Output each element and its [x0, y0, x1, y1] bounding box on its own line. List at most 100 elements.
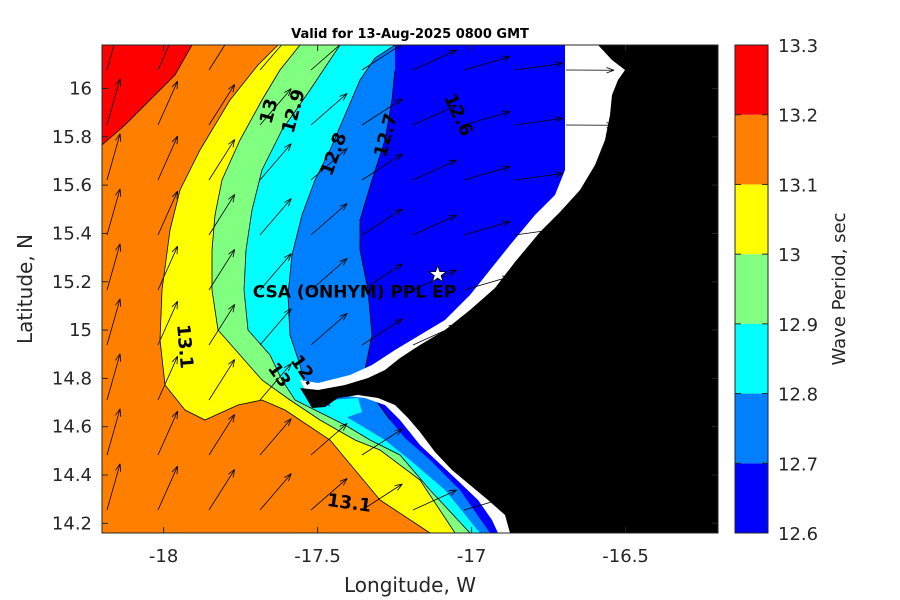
- site-label: CSA (ONHYM) PPL EP: [253, 283, 456, 303]
- colorbar-tick-label: 13.1: [778, 175, 818, 196]
- wave-arrow: [310, 423, 348, 456]
- colorbar-segment-12.8: [735, 323, 768, 394]
- colorbar-segment-12.6: [735, 463, 768, 533]
- colorbar: 12.6 12.7 12.8 12.9 13 13.1 13.2 13.3 Wave Peri…: [734, 36, 850, 545]
- land-mass: [300, 45, 718, 533]
- wave-arrow: [361, 208, 403, 236]
- colorbar-segment-12.9: [735, 254, 768, 324]
- colorbar-segment-12.7: [735, 393, 768, 464]
- wave-arrow: [412, 489, 457, 511]
- wave-arrow: [310, 93, 348, 126]
- wave-arrow: [412, 104, 457, 126]
- y-axis-ticks: 14.2 14.4 14.6 14.8 15 15.2 15.4 15.6 15.8 16: [52, 78, 718, 534]
- wave-arrow: [157, 135, 178, 181]
- wave-arrow: [106, 243, 122, 291]
- wave-arrow: [361, 483, 403, 511]
- band-12.8-12.9-pocket: [330, 398, 362, 418]
- colorbar-segments: [735, 45, 768, 533]
- wave-arrow: [106, 188, 122, 236]
- wave-arrow: [208, 249, 236, 291]
- wave-arrow: [259, 143, 292, 181]
- x-axis-label: Longitude, W: [344, 573, 476, 597]
- wave-arrow: [157, 465, 178, 511]
- x-tick-label: -17: [457, 546, 486, 567]
- contour-line-12.9: [243, 45, 471, 533]
- wave-arrow: [208, 84, 236, 126]
- x-tick-label: -16.5: [602, 546, 649, 567]
- wave-arrow: [412, 159, 457, 181]
- band-13.2-13.3-northwest: [102, 45, 192, 145]
- colorbar-segment-13.2: [735, 45, 768, 115]
- colorbar-tick-label: 13.2: [778, 106, 818, 127]
- contour-line-13.2: [102, 45, 193, 146]
- wave-arrow: [310, 45, 345, 71]
- wave-arrow: [463, 495, 511, 511]
- site-marker-group: CSA (ONHYM) PPL EP: [253, 264, 456, 303]
- wave-arrow: [157, 45, 170, 71]
- wave-arrow: [106, 78, 122, 126]
- wave-arrow: [514, 226, 563, 236]
- colorbar-label: Wave Period, sec: [829, 212, 850, 365]
- colorbar-tick-label: 12.6: [778, 524, 818, 545]
- wave-arrow: [412, 214, 457, 236]
- wave-arrow: [157, 80, 178, 126]
- colorbar-ticks: 12.6 12.7 12.8 12.9 13 13.1 13.2 13.3: [735, 36, 818, 545]
- contour-line-12.8: [287, 45, 396, 399]
- wave-arrow: [463, 55, 511, 71]
- x-axis-ticks: -18 -17.5 -17 -16.5: [149, 45, 649, 567]
- contour-line-13: [211, 45, 456, 533]
- wave-arrow: [565, 67, 615, 74]
- x-tick-label: -17.5: [294, 546, 341, 567]
- contour-label: 13.1: [172, 323, 197, 369]
- wave-arrow: [361, 263, 403, 291]
- wave-arrow: [106, 45, 115, 71]
- colorbar-segment-13: [735, 184, 768, 255]
- wave-arrow: [259, 363, 292, 401]
- wave-arrow: [208, 359, 236, 401]
- wave-arrow: [310, 203, 348, 236]
- wave-arrow: [463, 110, 511, 126]
- wave-arrow: [157, 190, 178, 236]
- y-tick-label: 15.8: [52, 127, 92, 148]
- y-tick-label: 14.4: [52, 465, 92, 486]
- wave-arrow: [310, 148, 348, 181]
- wave-arrow: [106, 353, 122, 401]
- y-tick-label: 15.6: [52, 175, 92, 196]
- wave-arrow: [361, 153, 403, 181]
- wave-arrow: [259, 418, 292, 456]
- y-tick-label: 14.2: [52, 513, 92, 534]
- wave-arrow: [106, 463, 122, 511]
- wave-arrow: [157, 410, 178, 456]
- y-tick-label: 15.4: [52, 223, 92, 244]
- wave-arrow: [259, 308, 292, 346]
- wave-arrow: [208, 139, 236, 181]
- wave-arrow: [157, 245, 178, 291]
- y-tick-label: 16: [69, 78, 92, 99]
- map-title: Valid for 13-Aug-2025 0800 GMT: [291, 27, 529, 42]
- wave-arrow: [157, 300, 178, 346]
- wave-arrow: [463, 220, 511, 236]
- wave-arrow: [259, 88, 292, 126]
- wave-arrow: [106, 408, 122, 456]
- wave-arrow: [514, 61, 563, 71]
- x-tick-label: -18: [149, 546, 178, 567]
- colorbar-tick-label: 13: [778, 245, 801, 266]
- wave-arrow: [514, 171, 563, 181]
- map-frame: [101, 44, 719, 534]
- wave-arrow: [565, 122, 615, 129]
- wave-arrow: [259, 45, 282, 71]
- y-axis-label: Latitude, N: [13, 234, 37, 344]
- wave-arrow: [259, 198, 292, 236]
- wave-arrow: [310, 258, 348, 291]
- y-tick-label: 14.8: [52, 368, 92, 389]
- wave-arrow: [208, 414, 236, 456]
- wave-arrow: [208, 469, 236, 511]
- wave-arrow: [259, 473, 292, 511]
- star-icon: [427, 264, 448, 283]
- colorbar-tick-label: 13.3: [778, 36, 818, 57]
- wave-arrow: [361, 318, 403, 346]
- wave-arrow: [361, 98, 403, 126]
- wave-arrow: [310, 313, 348, 346]
